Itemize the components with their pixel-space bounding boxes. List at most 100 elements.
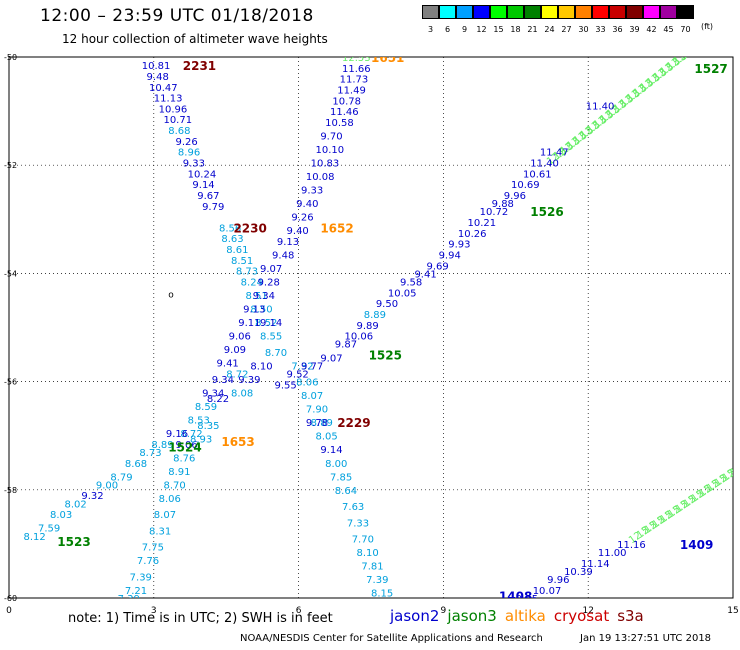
swh-value: 7.63 — [342, 502, 364, 513]
swh-value: 9.93 — [448, 240, 470, 251]
legend-swatch — [575, 5, 592, 19]
swh-value: 8.93 — [190, 434, 212, 445]
swh-value: 8.89 — [311, 418, 333, 429]
swh-value-faint: 12.5 — [678, 40, 703, 62]
pass-time-label: 1524 — [168, 441, 201, 455]
swh-value: 9.33 — [183, 158, 205, 169]
swh-value: 8.64 — [335, 486, 357, 497]
swh-value: 8.00 — [325, 459, 347, 470]
swh-value: 11.73 — [340, 75, 369, 86]
legend-label: 24 — [544, 25, 555, 34]
swh-value: 9.41 — [414, 269, 436, 280]
legend-swatch — [422, 5, 439, 19]
legend-swatch — [456, 5, 473, 19]
x-tick-label: 0 — [6, 606, 12, 616]
swh-value: 10.39 — [564, 567, 593, 578]
swh-value: 11.49 — [337, 85, 366, 96]
swh-value: 11.16 — [617, 540, 646, 551]
legend-label: 18 — [510, 25, 521, 34]
mission-altika: altika — [504, 607, 546, 625]
swh-value: 10.10 — [315, 145, 344, 156]
pass-time-label: 1523 — [57, 535, 90, 549]
swh-value: 7.39 — [130, 572, 152, 583]
swh-value: 8.10 — [250, 361, 272, 372]
legend-swatch — [439, 5, 456, 19]
swh-value: 10.08 — [306, 172, 335, 183]
swh-value: 8.59 — [195, 402, 217, 413]
legend-label: 6 — [444, 25, 451, 34]
swh-value: 9.67 — [197, 191, 219, 202]
legend-swatch — [490, 5, 507, 19]
swh-value: 9.77 — [301, 361, 323, 372]
footer-note: note: 1) Time is in UTC; 2) SWH is in fe… — [68, 611, 333, 626]
swh-value: 10.24 — [188, 169, 217, 180]
swh-value: 8.51 — [231, 256, 253, 267]
swh-value: 10.58 — [325, 118, 354, 129]
swh-value: 7.90 — [306, 405, 328, 416]
swh-value: 9.07 — [260, 264, 282, 275]
legend-unit: (ft) — [701, 22, 714, 31]
x-tick-label: 9 — [441, 606, 447, 616]
legend-label: 21 — [527, 25, 538, 34]
legend-label: 39 — [629, 25, 640, 34]
swh-value: 9.09 — [224, 345, 246, 356]
swh-value: 9.34 — [253, 291, 275, 302]
swh-value: 8.70 — [163, 480, 185, 491]
pass-time-label: 2229 — [337, 416, 370, 430]
plot-frame — [8, 56, 734, 599]
swh-value: 11.00 — [598, 548, 627, 559]
x-tick-label: 15 — [727, 606, 738, 616]
swh-value: 9.13 — [243, 305, 265, 316]
swh-value: 11.47 — [540, 148, 569, 159]
swh-value: 8.52 — [255, 318, 277, 329]
swh-value: 8.03 — [50, 510, 72, 521]
swh-value: 9.06 — [176, 440, 198, 451]
swh-value: 7.21 — [125, 586, 147, 597]
swh-value-faint: 12.5 — [728, 457, 740, 479]
swh-value: 8.61 — [226, 245, 248, 256]
legend-label: 3 — [427, 25, 434, 34]
legend-swatch — [541, 5, 558, 19]
swh-value: 10.07 — [533, 586, 562, 597]
generated-timestamp: Jan 19 13:27:51 UTC 2018 — [580, 633, 712, 644]
swh-value: 7.59 — [38, 524, 60, 535]
swh-value: 8.31 — [149, 526, 171, 537]
swh-value: 9.45 — [516, 594, 538, 605]
credit-line: NOAA/NESDIS Center for Satellite Applica… — [240, 633, 543, 644]
swh-value: 9.78 — [306, 418, 328, 429]
legend-swatch — [507, 5, 524, 19]
swh-value: 9.40 — [296, 199, 318, 210]
swh-value: 9.40 — [287, 226, 309, 237]
swh-value: 9.79 — [202, 202, 224, 213]
map-marker: o — [168, 291, 174, 301]
swh-value: 7.39 — [366, 575, 388, 586]
swh-value: 8.07 — [301, 391, 323, 402]
swh-value: 10.71 — [163, 115, 192, 126]
swh-value: 10.72 — [480, 207, 509, 218]
mission-legend: jason2 jason3 altika cryosat s3a — [390, 607, 652, 625]
swh-value: 8.08 — [231, 388, 253, 399]
swh-value: 11.40 — [530, 158, 559, 169]
swh-value: 8.96 — [178, 148, 200, 159]
swh-value: 9.39 — [238, 375, 260, 386]
swh-value: 12.53 — [342, 53, 371, 64]
swh-value: 9.52 — [287, 369, 309, 380]
swh-value: 9.94 — [439, 250, 461, 261]
legend-label: 12 — [476, 25, 487, 34]
swh-value: 8.68 — [168, 126, 190, 137]
pass-time-label: 1525 — [369, 349, 402, 363]
swh-value: 8.73 — [236, 267, 258, 278]
pass-time-label: 2230 — [233, 221, 266, 235]
legend-label: 42 — [646, 25, 657, 34]
legend-swatch — [524, 5, 541, 19]
swh-value: 8.55 — [260, 332, 282, 343]
pass-time-label: 2231 — [183, 59, 216, 73]
legend-swatch — [660, 5, 677, 19]
swh-value: 8.68 — [125, 459, 147, 470]
swh-value: 8.50 — [250, 305, 272, 316]
swh-value: 8.10 — [357, 548, 379, 559]
swh-value: 7.75 — [142, 543, 164, 554]
swh-value: 10.21 — [468, 218, 497, 229]
y-tick-label: -54 — [4, 269, 17, 278]
swh-value: 9.14 — [260, 318, 282, 329]
